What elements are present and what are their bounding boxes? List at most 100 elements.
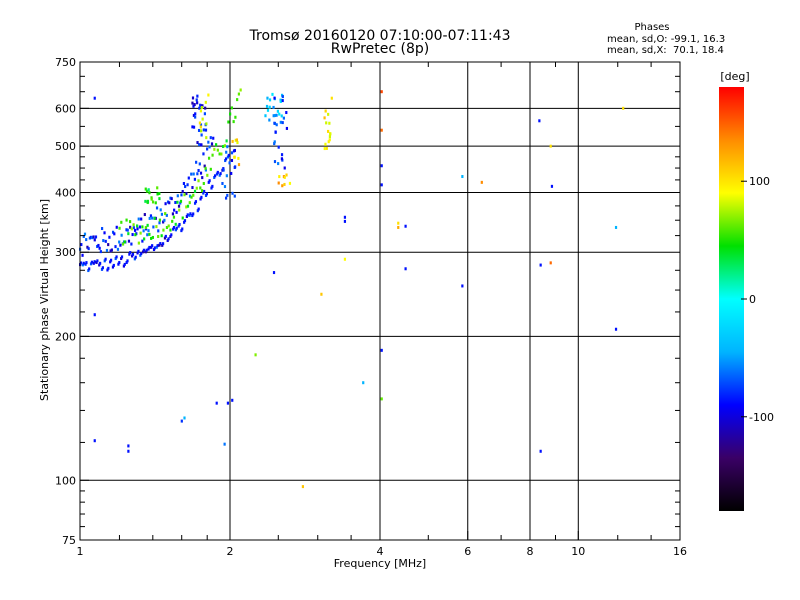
- trace-point: [101, 266, 104, 270]
- cluster-point: [228, 161, 231, 165]
- cluster-point: [234, 165, 237, 169]
- data-point: [254, 353, 257, 357]
- cluster-point: [329, 132, 332, 136]
- cluster-point: [327, 140, 330, 144]
- trace-point: [116, 247, 120, 251]
- cluster-point: [192, 104, 195, 108]
- trace-point: [190, 172, 193, 176]
- y-tick-label: 600: [55, 102, 76, 115]
- trace-point: [193, 189, 197, 193]
- trace-point: [140, 252, 143, 256]
- trace-point: [136, 227, 139, 231]
- cluster-point: [268, 98, 272, 102]
- trace-point: [202, 181, 205, 185]
- trace-point: [136, 251, 139, 255]
- trace-point: [199, 171, 203, 175]
- trace-point: [87, 247, 90, 251]
- trace-point: [237, 92, 241, 96]
- data-point: [397, 221, 400, 225]
- cluster-point: [201, 104, 204, 108]
- trace-point: [131, 252, 135, 256]
- cluster-point: [201, 117, 204, 121]
- trace-point: [89, 262, 93, 266]
- data-point: [127, 444, 130, 448]
- cluster-point: [283, 166, 286, 170]
- trace-point: [94, 235, 98, 239]
- trace-point: [179, 201, 182, 205]
- trace-point: [204, 168, 208, 172]
- stats-o-line: mean, sd,O: -99.1, 16.3: [607, 34, 725, 45]
- trace-point: [130, 242, 133, 246]
- cluster-point: [198, 143, 201, 147]
- data-point: [180, 419, 183, 423]
- cluster-point: [268, 118, 271, 122]
- trace-point: [183, 220, 186, 224]
- cluster-point: [194, 112, 197, 116]
- trace-point: [106, 268, 109, 272]
- cluster-point: [232, 149, 236, 153]
- data-point: [380, 348, 383, 352]
- data-point: [215, 401, 218, 405]
- trace-point: [152, 225, 155, 229]
- trace-point: [214, 174, 217, 178]
- trace-point: [180, 193, 183, 197]
- cluster-point: [281, 99, 284, 103]
- trace-point: [148, 216, 151, 220]
- trace-point: [112, 263, 115, 267]
- trace-point: [143, 237, 146, 241]
- trace-point: [165, 225, 169, 229]
- cluster-point: [280, 157, 284, 161]
- colorbar-tick-label: 0: [749, 293, 756, 306]
- cluster-point: [156, 186, 159, 190]
- trace-point: [79, 261, 83, 265]
- cluster-point: [288, 181, 292, 185]
- trace-point: [173, 208, 176, 212]
- data-point: [301, 485, 305, 489]
- trace-point: [227, 120, 230, 124]
- trace-point: [202, 191, 205, 195]
- colorbar-label: [deg]: [720, 70, 749, 83]
- data-point: [539, 263, 542, 267]
- trace-point: [211, 153, 214, 157]
- trace-point: [150, 245, 153, 249]
- data-point: [380, 164, 383, 168]
- x-tick-label: 2: [227, 545, 234, 558]
- trace-point: [191, 214, 194, 218]
- trace-point: [105, 248, 109, 252]
- trace-point: [171, 219, 174, 223]
- trace-point: [129, 225, 132, 229]
- trace-point: [163, 236, 167, 240]
- trace-point: [168, 201, 171, 205]
- trace-point: [179, 199, 183, 203]
- trace-point: [203, 189, 206, 193]
- cluster-point: [271, 92, 274, 96]
- cluster-point: [199, 143, 202, 147]
- trace-point: [85, 261, 88, 265]
- trace-point: [113, 232, 116, 236]
- data-point: [223, 442, 226, 446]
- data-point: [380, 128, 383, 132]
- trace-point: [158, 243, 161, 247]
- trace-point: [160, 212, 164, 216]
- trace-point: [141, 225, 144, 229]
- data-point: [550, 184, 554, 188]
- trace-point: [147, 247, 150, 251]
- cluster-point: [231, 139, 234, 143]
- cluster-point: [198, 106, 201, 110]
- trace-point: [114, 245, 117, 249]
- cluster-point: [266, 96, 269, 100]
- trace-point: [134, 255, 137, 259]
- trace-point: [163, 218, 166, 222]
- trace-point: [206, 147, 209, 151]
- trace-point: [161, 242, 165, 246]
- data-point: [397, 225, 400, 229]
- trace-point: [155, 245, 158, 249]
- cluster-point: [202, 128, 205, 132]
- trace-point: [114, 257, 117, 261]
- cluster-point: [226, 145, 229, 149]
- trace-point: [143, 213, 146, 217]
- cluster-point: [199, 104, 203, 108]
- cluster-point: [268, 105, 271, 109]
- cluster-point: [264, 114, 267, 118]
- trace-point: [176, 194, 179, 198]
